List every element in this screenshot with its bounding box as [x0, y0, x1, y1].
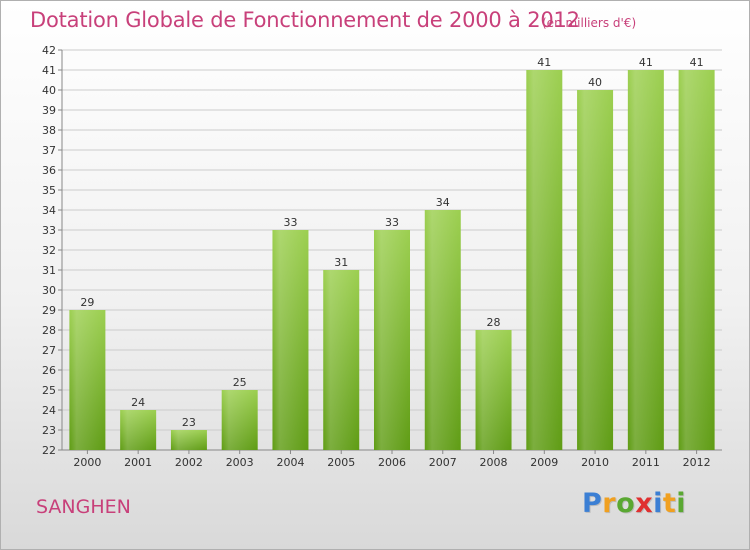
data-label: 33: [385, 216, 399, 229]
y-tick-label: 35: [42, 184, 56, 197]
logo-letter: i: [676, 488, 687, 519]
y-tick-label: 23: [42, 424, 56, 437]
y-tick-label: 22: [42, 444, 56, 457]
commune-name: SANGHEN: [36, 496, 131, 518]
y-tick-label: 41: [42, 64, 56, 77]
y-tick-label: 40: [42, 84, 56, 97]
x-tick-label: 2011: [632, 456, 660, 469]
logo-letter: P: [582, 488, 603, 519]
y-tick-label: 33: [42, 224, 56, 237]
y-tick-label: 28: [42, 324, 56, 337]
y-tick-label: 27: [42, 344, 56, 357]
x-tick-labels: 2000 2001 2002 2003 2004 2005 2006 2007 2008 2009…: [73, 450, 711, 469]
bar-highlight: [577, 90, 614, 450]
bars: [69, 70, 715, 450]
data-label: 33: [283, 216, 297, 229]
data-label: 28: [487, 316, 501, 329]
bar-highlight: [272, 230, 309, 450]
data-label: 23: [182, 416, 196, 429]
x-tick-label: 2000: [73, 456, 101, 469]
bar-highlight: [69, 310, 106, 450]
x-tick-label: 2001: [124, 456, 152, 469]
chart-title: Dotation Globale de Fonctionnement de 20…: [30, 8, 580, 32]
y-tick-label: 25: [42, 384, 56, 397]
x-tick-label: 2005: [327, 456, 355, 469]
data-labels: 29 24 23 25 33 31 33 34 28 41 40 41 41: [80, 56, 703, 429]
x-tick-label: 2009: [530, 456, 558, 469]
proxiti-logo[interactable]: Proxiti: [582, 488, 686, 519]
y-tick-label: 32: [42, 244, 56, 257]
y-tick-labels: 22 23 24 25 26 27 28 29 30 31 32 33 34 35 36 37 38 39 40 41…: [42, 44, 56, 457]
bar-highlight: [120, 410, 157, 450]
data-label: 41: [690, 56, 704, 69]
x-tick-label: 2006: [378, 456, 406, 469]
y-tick-label: 36: [42, 164, 56, 177]
y-tick-label: 34: [42, 204, 56, 217]
y-tick-label: 24: [42, 404, 56, 417]
bar-highlight: [678, 70, 715, 450]
bar-highlight: [374, 230, 410, 450]
logo-letter: o: [616, 488, 636, 519]
bar-highlight: [221, 390, 258, 450]
x-tick-label: 2010: [581, 456, 609, 469]
chart-subtitle: (en milliers d'€): [542, 16, 637, 30]
data-label: 24: [131, 396, 145, 409]
x-tick-label: 2003: [226, 456, 254, 469]
logo-letter: i: [653, 488, 663, 519]
y-tick-label: 39: [42, 104, 56, 117]
x-tick-label: 2008: [480, 456, 508, 469]
y-tick-label: 42: [42, 44, 56, 57]
bar-highlight: [627, 70, 664, 450]
x-tick-label: 2002: [175, 456, 203, 469]
data-label: 41: [639, 56, 653, 69]
data-label: 31: [334, 256, 348, 269]
y-tick-label: 29: [42, 304, 56, 317]
x-tick-label: 2012: [683, 456, 711, 469]
data-label: 40: [588, 76, 602, 89]
y-tick-label: 37: [42, 144, 56, 157]
data-label: 25: [233, 376, 247, 389]
y-tick-label: 30: [42, 284, 56, 297]
logo-letter: t: [662, 488, 677, 519]
y-tick-label: 38: [42, 124, 56, 137]
bar-highlight: [170, 430, 207, 450]
bar-highlight: [424, 210, 461, 450]
logo-letter: r: [602, 488, 617, 519]
logo-letter: x: [635, 488, 654, 519]
data-label: 41: [537, 56, 551, 69]
y-tick-label: 26: [42, 364, 56, 377]
data-label: 29: [80, 296, 94, 309]
bar-highlight: [475, 330, 512, 450]
y-tick-label: 31: [42, 264, 56, 277]
x-tick-label: 2004: [276, 456, 304, 469]
x-tick-label: 2007: [429, 456, 457, 469]
data-label: 34: [436, 196, 450, 209]
bar-highlight: [323, 270, 360, 450]
bar-highlight: [526, 70, 563, 450]
